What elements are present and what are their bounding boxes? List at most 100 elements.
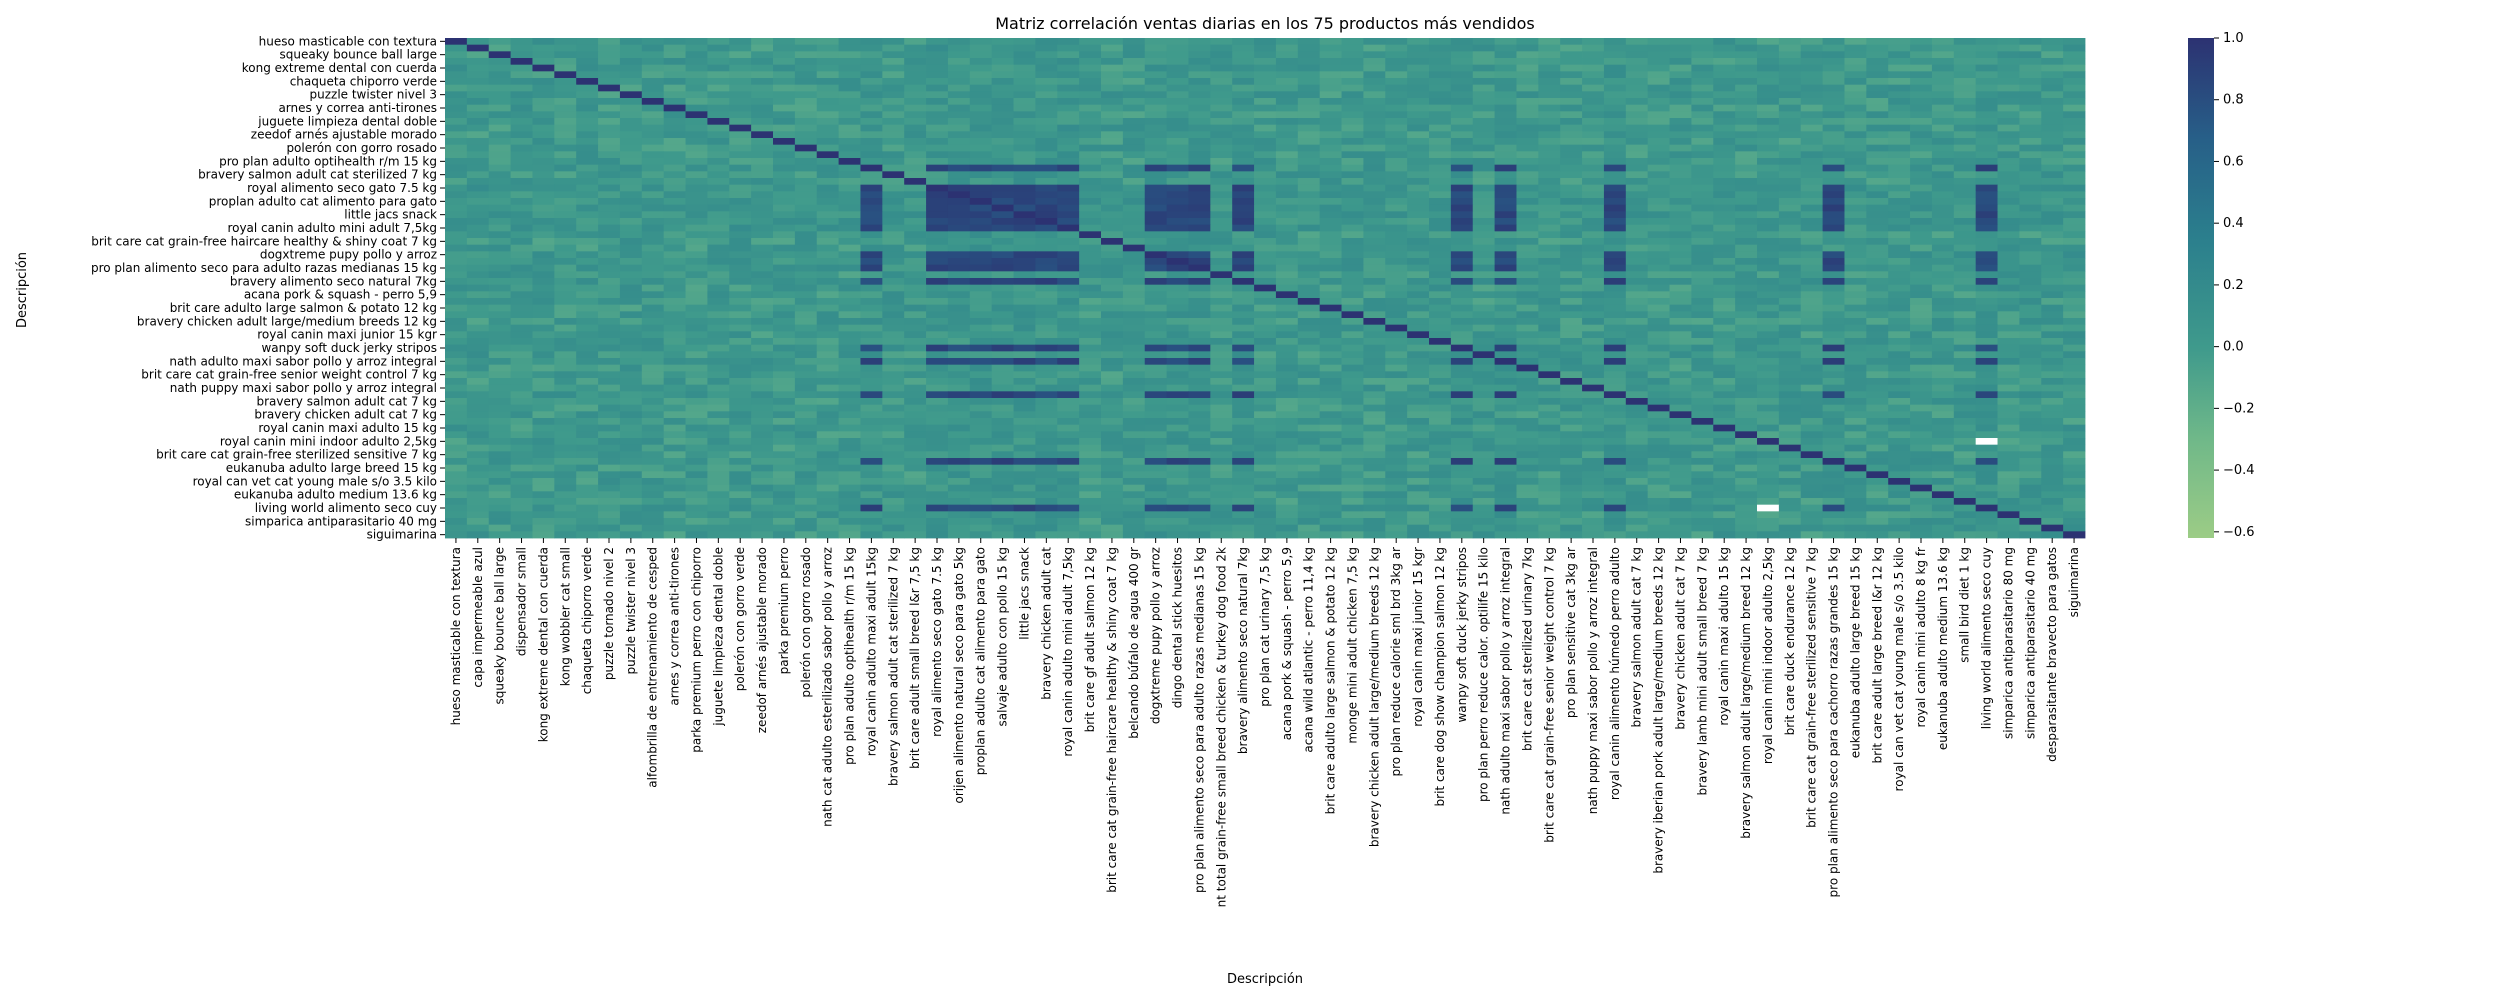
- heatmap-cell: [816, 471, 839, 479]
- heatmap-cell: [947, 478, 971, 486]
- heatmap-cell: [816, 151, 839, 159]
- heatmap-cell: [751, 98, 774, 106]
- heatmap-cell: [1997, 211, 2020, 219]
- heatmap-cell: [1516, 98, 1539, 106]
- heatmap-cell: [707, 98, 730, 106]
- heatmap-cell: [751, 51, 774, 59]
- heatmap-cell: [1713, 324, 1736, 332]
- heatmap-cell: [1800, 191, 1823, 199]
- heatmap-cell: [1275, 144, 1299, 152]
- heatmap-cell: [1275, 344, 1299, 352]
- heatmap-cell: [2041, 124, 2064, 132]
- heatmap-cell: [1363, 284, 1386, 292]
- heatmap-cell: [1560, 58, 1583, 66]
- heatmap-cell: [1910, 431, 1933, 439]
- heatmap-cell: [1931, 211, 1955, 219]
- heatmap-cell: [1166, 104, 1189, 112]
- heatmap-cell: [1101, 84, 1124, 92]
- heatmap-cell: [1910, 338, 1933, 346]
- heatmap-cell: [1319, 224, 1342, 232]
- heatmap-cell: [1013, 78, 1036, 86]
- heatmap-cell: [488, 138, 511, 146]
- heatmap-cell: [1472, 458, 1495, 466]
- heatmap-cell: [576, 171, 599, 179]
- heatmap-cell: [1232, 71, 1255, 79]
- heatmap-cell: [1582, 364, 1605, 372]
- heatmap-cell: [794, 138, 818, 146]
- heatmap-cell: [947, 231, 971, 239]
- heatmap-cell: [1582, 44, 1605, 52]
- heatmap-cell: [1407, 324, 1430, 332]
- heatmap-cell: [1319, 98, 1342, 106]
- heatmap-cell: [1997, 464, 2020, 472]
- heatmap-cell: [1844, 438, 1867, 446]
- heatmap-cell: [838, 278, 861, 286]
- heatmap-cell: [1669, 284, 1692, 292]
- heatmap-cell: [1122, 71, 1146, 79]
- heatmap-cell: [926, 444, 949, 452]
- heatmap-cell: [729, 164, 752, 172]
- heatmap-cell: [1144, 304, 1167, 312]
- heatmap-cell: [1122, 91, 1146, 99]
- heatmap-cell: [1625, 64, 1649, 72]
- heatmap-cell: [1757, 318, 1780, 326]
- heatmap-cell: [1319, 371, 1342, 379]
- heatmap-cell: [1122, 478, 1146, 486]
- heatmap-cell: [2063, 178, 2086, 186]
- heatmap-cell: [445, 38, 468, 46]
- heatmap-cell: [641, 44, 665, 52]
- heatmap-cell: [1735, 124, 1758, 132]
- heatmap-cell: [1910, 344, 1933, 352]
- heatmap-cell: [1516, 204, 1539, 212]
- heatmap-cell: [598, 358, 621, 366]
- heatmap-cell: [554, 78, 577, 86]
- heatmap-cell: [2063, 218, 2086, 226]
- heatmap-cell: [1582, 444, 1605, 452]
- heatmap-cell: [991, 58, 1014, 66]
- heatmap-cell: [1953, 44, 1977, 52]
- heatmap-cell: [1582, 378, 1605, 386]
- heatmap-cell: [1538, 458, 1561, 466]
- heatmap-cell: [1319, 91, 1342, 99]
- heatmap-cell: [1166, 38, 1189, 46]
- heatmap-cell: [1888, 384, 1911, 392]
- heatmap-cell: [466, 304, 490, 312]
- heatmap-cell: [969, 198, 993, 206]
- heatmap-cell: [1757, 244, 1780, 252]
- heatmap-cell: [1910, 398, 1933, 406]
- heatmap-cell: [904, 331, 927, 339]
- heatmap-cell: [488, 358, 511, 366]
- heatmap-cell: [1275, 284, 1299, 292]
- heatmap-cell: [816, 211, 839, 219]
- heatmap-cell: [904, 411, 927, 419]
- heatmap-cell: [488, 291, 511, 299]
- heatmap-cell: [1254, 238, 1277, 246]
- heatmap-cell: [1013, 51, 1036, 59]
- chart-title: Matriz correlación ventas diarias en los…: [995, 14, 1535, 33]
- heatmap-cell: [1472, 464, 1495, 472]
- heatmap-cell: [926, 71, 949, 79]
- heatmap-cell: [1866, 378, 1889, 386]
- heatmap-cell: [1035, 98, 1058, 106]
- heatmap-cell: [510, 318, 533, 326]
- heatmap-cell: [1013, 151, 1036, 159]
- heatmap-cell: [2063, 318, 2086, 326]
- heatmap-cell: [926, 164, 949, 172]
- heatmap-cell: [1407, 98, 1430, 106]
- heatmap-cell: [773, 284, 796, 292]
- heatmap-cell: [751, 244, 774, 252]
- heatmap-cell: [1232, 411, 1255, 419]
- heatmap-cell: [1319, 311, 1342, 319]
- heatmap-cell: [1953, 51, 1977, 59]
- heatmap-cell: [1166, 464, 1189, 472]
- heatmap-cell: [882, 211, 905, 219]
- heatmap-cell: [1429, 158, 1452, 166]
- heatmap-cell: [860, 398, 883, 406]
- heatmap-cell: [1669, 318, 1692, 326]
- heatmap-cell: [991, 451, 1014, 459]
- heatmap-cell: [1363, 144, 1386, 152]
- heatmap-cell: [488, 411, 511, 419]
- heatmap-cell: [1560, 98, 1583, 106]
- heatmap-cell: [838, 224, 861, 232]
- heatmap-cell: [926, 451, 949, 459]
